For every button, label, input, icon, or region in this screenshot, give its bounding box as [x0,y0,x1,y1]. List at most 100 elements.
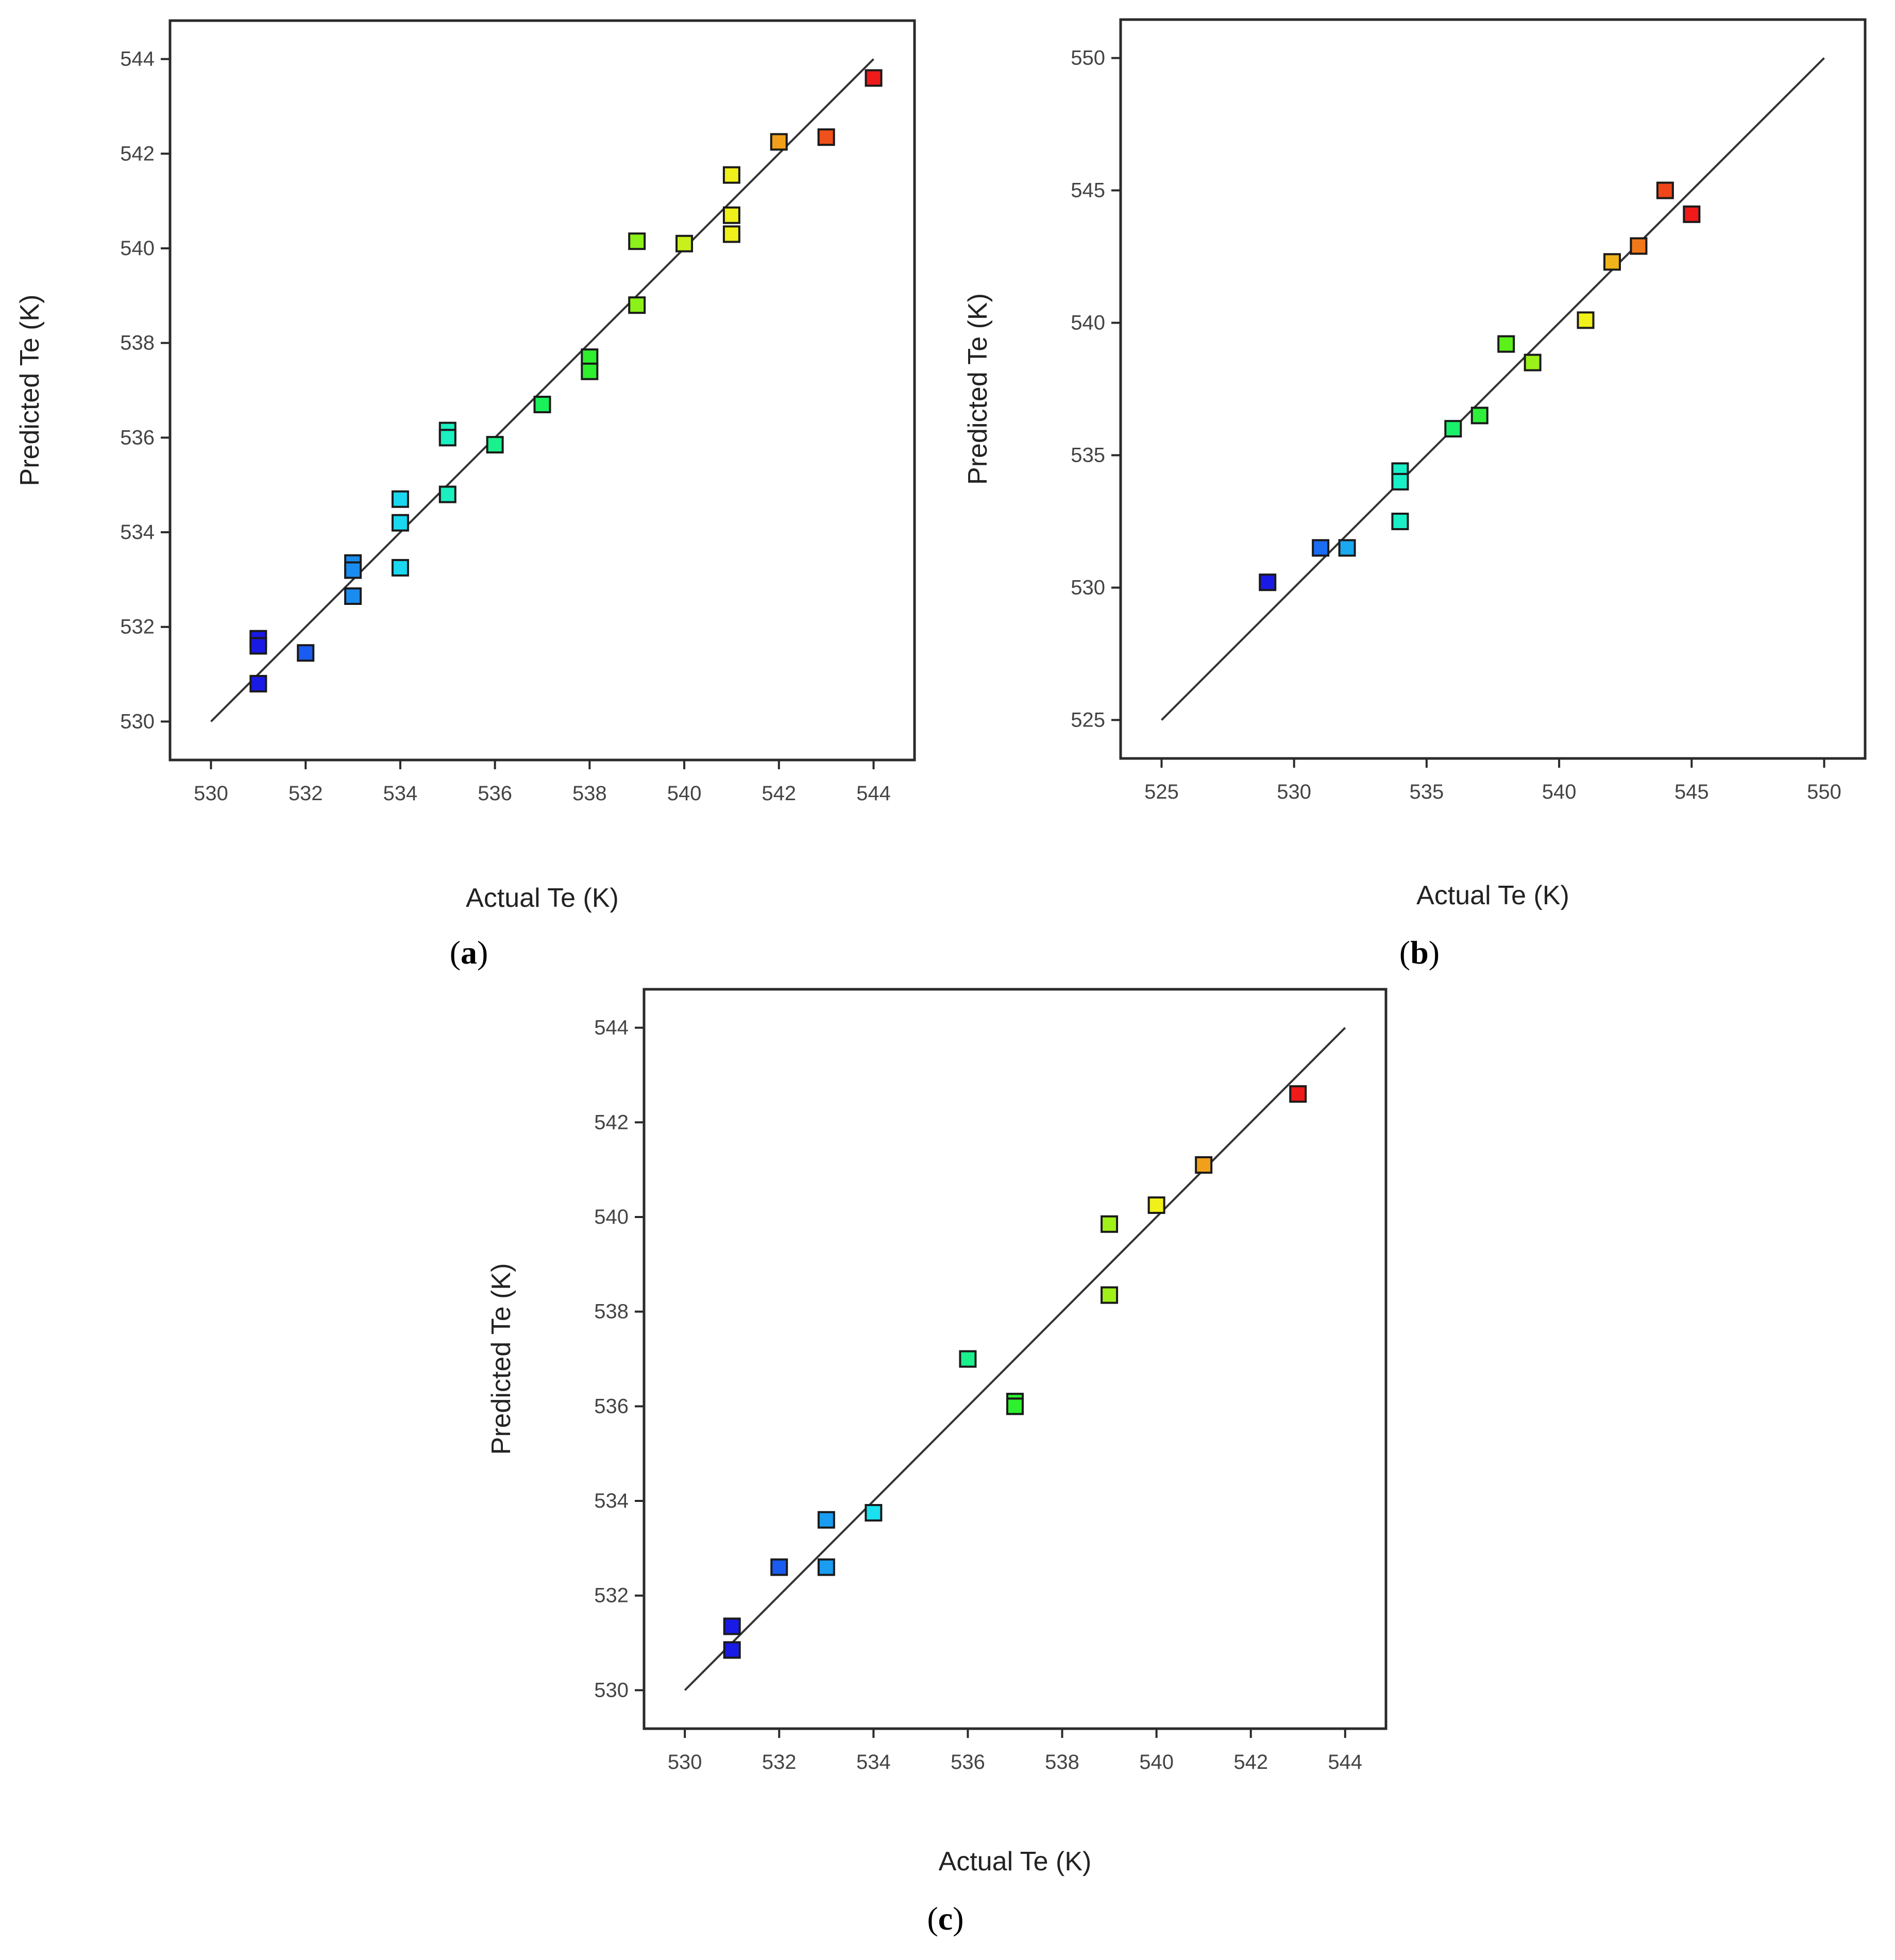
x-tick-label: 538 [572,782,607,805]
y-tick-label: 542 [594,1111,629,1134]
data-point [1006,1397,1024,1415]
data-point [1444,420,1462,438]
x-tick-label: 530 [194,782,228,805]
data-point [770,133,788,151]
x-axis-label: Actual Te (K) [466,883,619,913]
x-axis-label: Actual Te (K) [939,1847,1092,1877]
x-tick-label: 540 [667,782,702,805]
data-point [1101,1286,1119,1304]
data-point [865,69,883,87]
data-point [1289,1085,1307,1103]
y-tick-label: 540 [120,237,155,260]
data-point [722,166,740,184]
chart-panel-c: 530 532 534 536 538 540 542 544 530 532 534 536 538 5… [486,988,1388,1937]
y-tick-label: 550 [1071,47,1105,70]
data-point [628,296,646,314]
data-point [817,1558,835,1576]
data-point [249,674,267,692]
data-point [1524,353,1542,371]
data-point [344,561,362,579]
y-axis-label: Predicted Te (K) [963,293,993,485]
data-point [533,396,551,414]
data-point [817,128,835,146]
data-point [249,637,267,655]
y-tick-label: 530 [120,710,155,733]
x-tick-label: 540 [1542,781,1577,803]
chart-panel-b: 525 530 535 540 545 550 525 530 535 540 545 550 Actu… [963,18,1867,971]
y-tick-label: 544 [594,1017,629,1039]
y-tick-label: 545 [1071,179,1105,202]
x-tick-label: 530 [1277,781,1311,803]
data-point [722,225,740,243]
x-tick-label: 536 [478,782,512,805]
data-point [1630,237,1648,255]
y-tick-label: 534 [594,1490,629,1512]
data-point [1147,1196,1165,1214]
data-point [1683,205,1701,223]
y-tick-label: 542 [120,142,155,165]
y-axis-label: Predicted Te (K) [15,295,45,486]
data-point [723,1641,741,1659]
data-point [770,1558,788,1576]
x-tick-label: 534 [856,1751,891,1773]
x-tick-label: 550 [1807,781,1841,803]
data-point [1101,1215,1119,1233]
y-tick-label: 538 [120,332,155,354]
y-tick-label: 530 [594,1679,629,1701]
panel-caption: (c) [927,1900,963,1937]
data-point [1312,539,1330,557]
data-point [1195,1156,1213,1174]
data-point [865,1503,883,1522]
x-tick-label: 538 [1045,1751,1079,1773]
data-point [391,490,409,508]
chart-panel-a: 530 532 534 536 538 540 542 544 530 532 534 536 538 5… [15,19,916,971]
data-point [723,1617,741,1635]
y-tick-label: 536 [120,426,155,449]
data-point [1470,407,1488,425]
data-point [438,429,456,447]
x-tick-label: 525 [1144,781,1179,803]
x-tick-label: 530 [668,1751,702,1773]
data-point [297,644,315,662]
data-point [1338,539,1356,557]
data-point [391,514,409,532]
data-point [581,348,599,366]
x-tick-label: 542 [1233,1751,1268,1773]
data-point [1497,335,1515,353]
y-tick-label: 540 [594,1206,629,1228]
data-point [1391,512,1409,530]
diagonal-line [210,58,874,722]
y-tick-label: 532 [594,1584,629,1607]
data-point [1391,472,1409,491]
x-tick-label: 535 [1410,781,1444,803]
y-tick-label: 536 [594,1395,629,1417]
x-tick-label: 532 [289,782,323,805]
data-point [675,234,693,252]
panel-caption: (a) [450,934,488,971]
data-point [959,1350,977,1368]
data-point [817,1511,835,1529]
data-point [1656,181,1674,199]
y-tick-label: 532 [120,616,155,638]
panel-caption: (b) [1399,934,1440,971]
y-axis-label: Predicted Te (K) [486,1263,516,1455]
data-point [722,206,740,224]
diagonal-line [1161,57,1825,721]
x-tick-label: 544 [1328,1751,1362,1773]
y-tick-label: 540 [1071,312,1105,334]
data-point [486,436,504,454]
x-axis-label: Actual Te (K) [1416,881,1569,910]
x-tick-label: 532 [762,1751,797,1773]
data-point [1603,253,1621,271]
x-tick-label: 534 [383,782,418,805]
x-tick-label: 544 [856,782,891,805]
y-tick-label: 534 [120,521,155,544]
data-point [581,362,599,380]
y-tick-label: 544 [120,48,155,71]
x-tick-label: 536 [951,1751,985,1773]
y-tick-label: 530 [1071,576,1105,599]
data-point [1577,311,1595,329]
y-tick-label: 535 [1071,444,1105,466]
x-tick-label: 542 [762,782,796,805]
